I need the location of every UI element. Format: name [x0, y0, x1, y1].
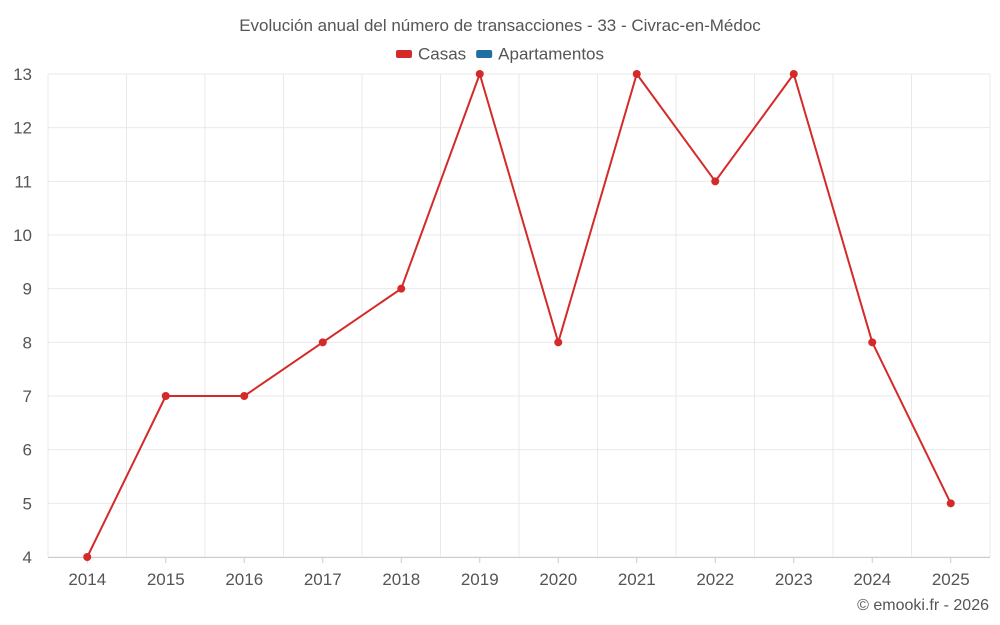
series-layer [83, 70, 955, 561]
credit-text: © emooki.fr - 2026 [857, 597, 989, 614]
chart-title: Evolución anual del número de transaccio… [239, 16, 761, 35]
x-tick-label: 2021 [618, 570, 656, 589]
x-tick-label: 2024 [853, 570, 891, 589]
data-point [632, 70, 641, 78]
y-tick-label: 9 [23, 280, 32, 299]
series-line-casas [86, 73, 952, 558]
legend-label: Apartamentos [498, 44, 604, 63]
y-tick-label: 6 [23, 441, 32, 460]
data-point [711, 177, 720, 186]
legend-item-casas: Casas [395, 44, 466, 63]
legend-swatch [395, 50, 412, 58]
data-point [789, 70, 798, 78]
legend-label: Casas [418, 44, 466, 63]
data-point [554, 338, 563, 347]
x-tick-label: 2018 [382, 570, 420, 589]
x-tick-label: 2014 [68, 570, 106, 589]
legend: Casas Apartamentos [395, 44, 604, 63]
data-point [475, 70, 484, 78]
y-tick-label: 12 [13, 119, 32, 138]
x-tick-label: 2025 [932, 570, 970, 589]
y-tick-label: 11 [14, 172, 32, 191]
x-axis-ticks: 2014 2015 2016 2017 2018 2019 2020 2021 2022 2023… [68, 557, 970, 589]
x-tick-label: 2020 [539, 570, 577, 589]
legend-item-apartamentos: Apartamentos [476, 44, 604, 63]
data-point [161, 392, 170, 400]
x-tick-label: 2019 [461, 570, 499, 589]
x-tick-label: 2022 [696, 570, 734, 589]
y-axis-ticks: 4 5 6 7 8 9 10 11 12 13 [13, 65, 32, 567]
data-point [240, 392, 249, 400]
y-tick-label: 5 [23, 494, 32, 513]
x-tick-label: 2015 [147, 570, 185, 589]
x-tick-label: 2023 [775, 570, 813, 589]
data-point [397, 284, 406, 293]
grid [47, 73, 991, 558]
data-point [83, 553, 92, 561]
y-tick-label: 7 [23, 387, 32, 406]
y-tick-label: 8 [23, 333, 32, 352]
data-point [318, 338, 327, 347]
y-tick-label: 13 [13, 65, 32, 84]
x-tick-label: 2017 [304, 570, 342, 589]
x-tick-label: 2016 [225, 570, 263, 589]
y-tick-label: 10 [13, 226, 32, 245]
legend-swatch [476, 50, 493, 58]
data-point [946, 499, 955, 508]
y-tick-label: 4 [23, 548, 32, 567]
data-point [868, 338, 877, 347]
